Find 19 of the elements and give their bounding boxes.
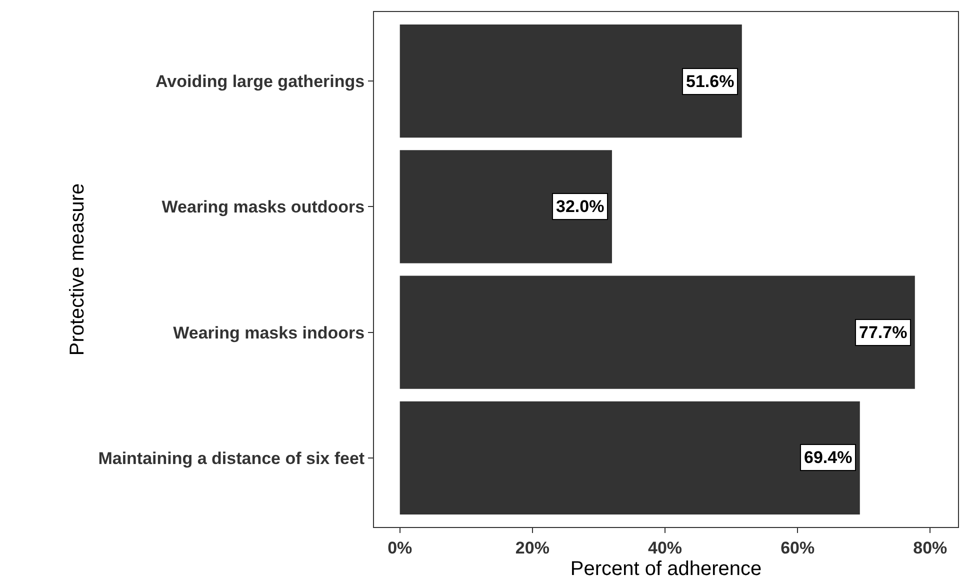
bar [400,401,860,514]
x-tick-label: 20% [515,538,550,558]
x-tick-label: 0% [388,538,412,558]
x-axis-title: Percent of adherence [570,558,762,580]
data-label: 51.6% [686,72,734,91]
data-label: 77.7% [859,323,908,342]
bar [400,150,612,264]
bar [400,276,915,389]
y-tick-label: Wearing masks indoors [173,323,365,342]
x-tick-label: 40% [648,538,682,558]
y-tick-label: Maintaining a distance of six feet [98,448,365,468]
x-tick-label: 60% [780,538,815,558]
x-tick-label: 80% [913,538,948,558]
y-axis-title: Protective measure [66,183,89,356]
bar [400,24,742,138]
y-tick-label: Avoiding large gatherings [156,72,365,92]
data-label: 32.0% [556,197,604,216]
y-tick-label: Wearing masks outdoors [162,198,365,217]
data-label: 69.4% [804,448,852,467]
